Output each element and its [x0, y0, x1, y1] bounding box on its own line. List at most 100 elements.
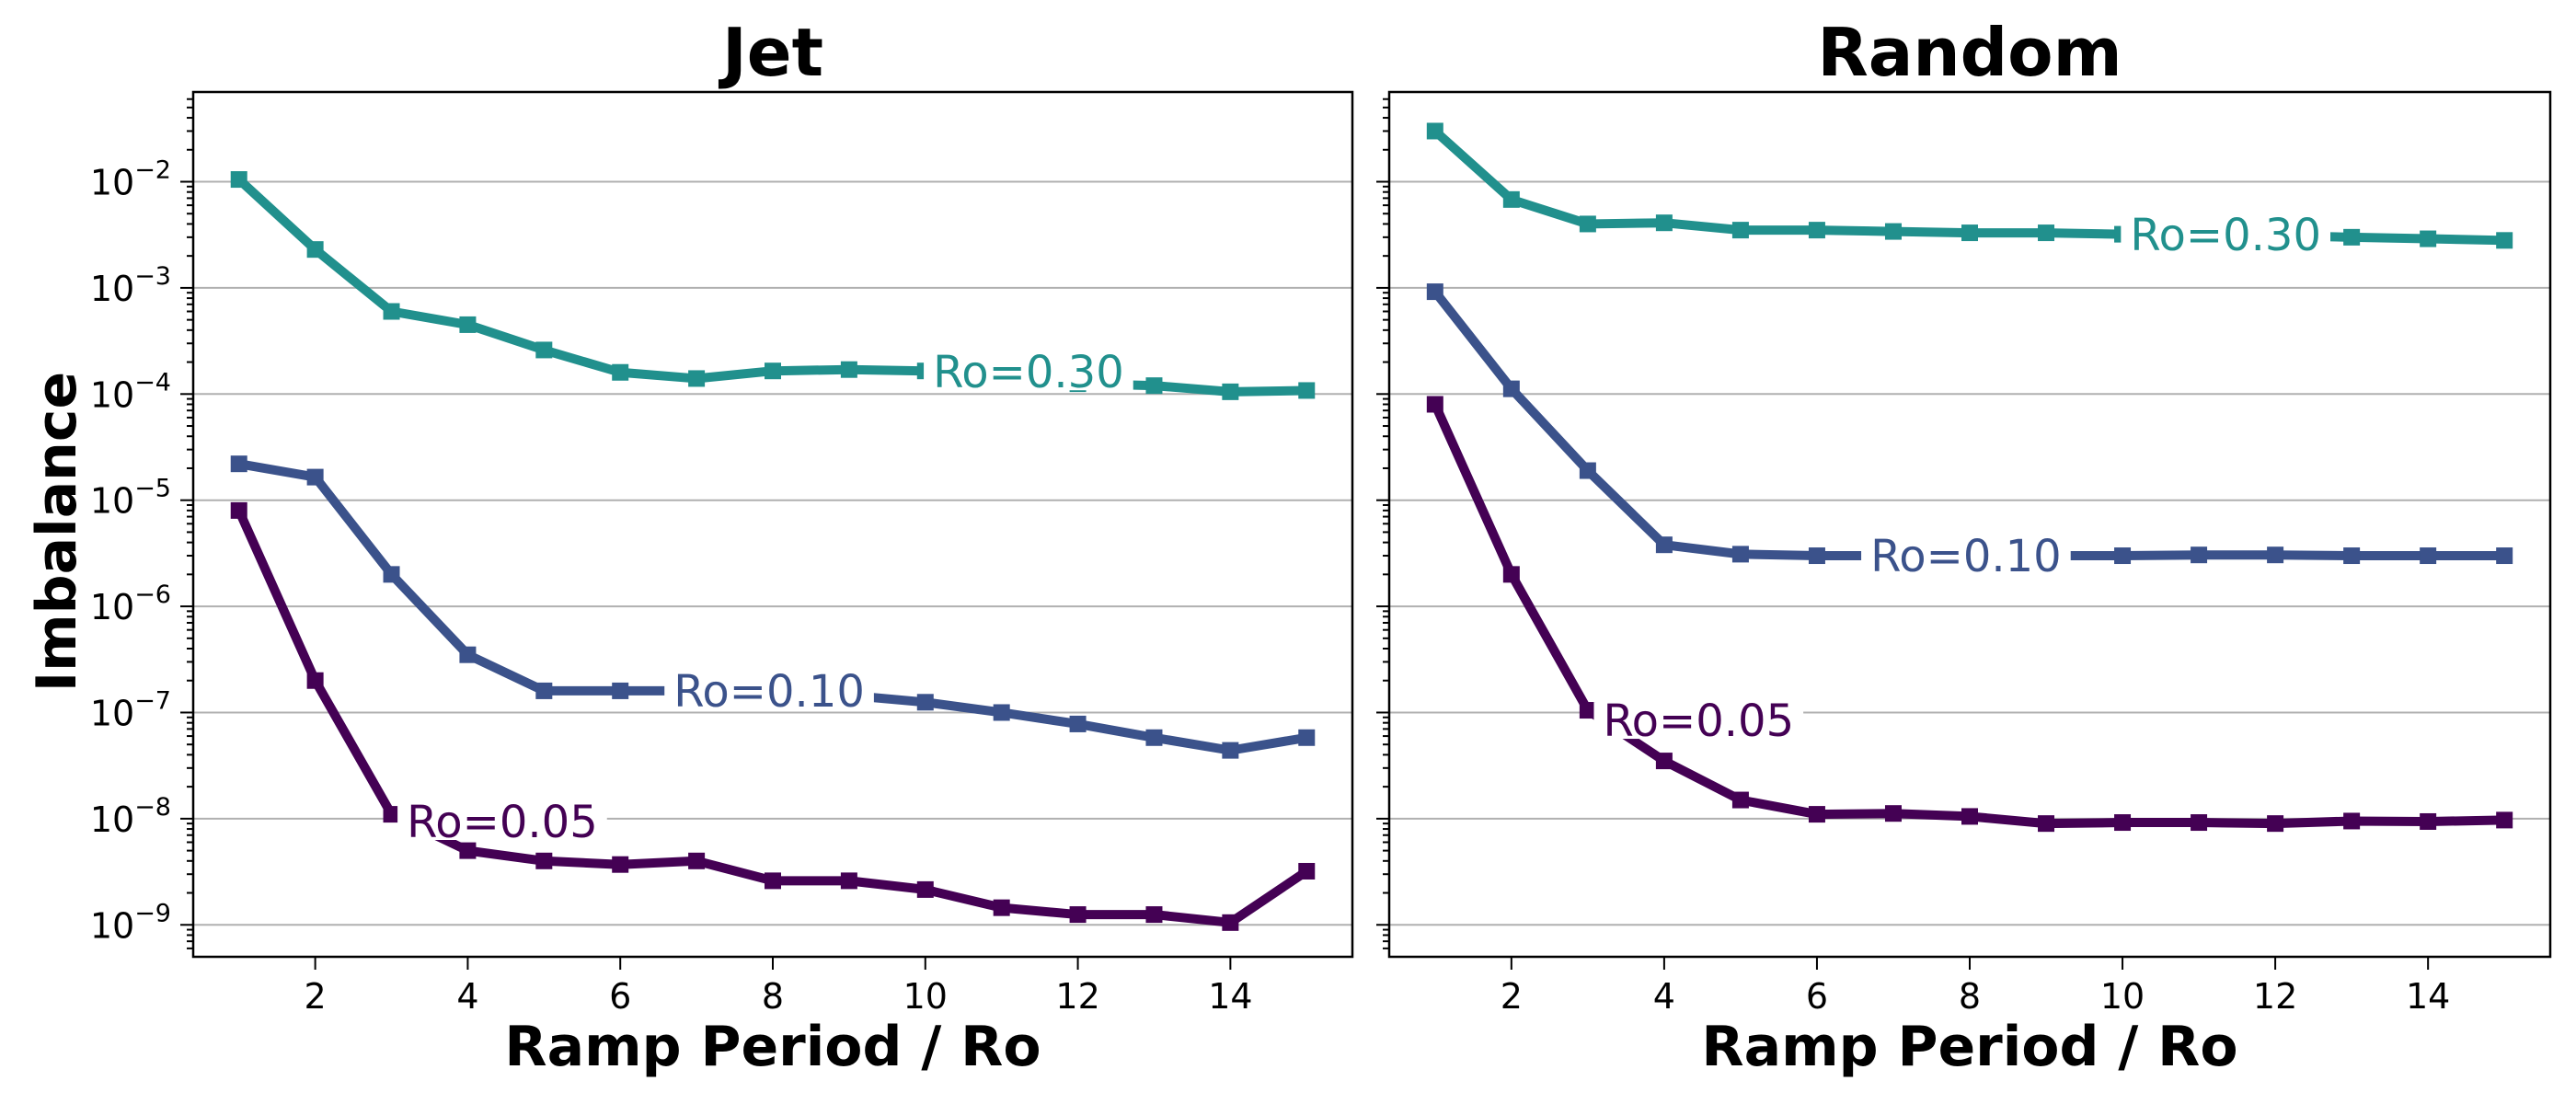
data-point [2420, 812, 2437, 830]
series-line [1431, 288, 2505, 561]
data-point [1298, 729, 1316, 746]
y-tick-label: 10−3 [90, 262, 171, 309]
data-point [459, 316, 477, 333]
data-point [2267, 546, 2284, 564]
data-point [2343, 812, 2361, 830]
label-background [1593, 702, 1804, 740]
data-point [1808, 222, 1825, 239]
series-1: Ro=0.10 [1426, 283, 2513, 582]
label-background [2121, 215, 2331, 253]
data-point [916, 880, 934, 898]
data-point [765, 872, 781, 890]
data-point [535, 682, 553, 699]
label-background [1861, 537, 2071, 575]
series-inline-label: Ro=0.30 [2130, 210, 2321, 261]
series-inline-label: Ro=0.05 [1603, 696, 1794, 747]
data-point [535, 852, 553, 869]
data-point [1579, 702, 1596, 719]
x-tick-label: 8 [1959, 976, 1981, 1017]
y-tick-label: 10−6 [90, 581, 171, 627]
x-tick-label: 8 [762, 976, 784, 1017]
data-point [383, 806, 400, 823]
plot-frame [1387, 90, 2552, 959]
data-point [2496, 811, 2513, 829]
data-point [1961, 808, 1978, 825]
data-point [230, 455, 247, 473]
data-point [1069, 715, 1087, 732]
data-point [765, 362, 781, 380]
y-tick-label: 10−4 [90, 368, 171, 415]
data-point [2496, 232, 2513, 249]
x-tick-label: 12 [2253, 976, 2297, 1017]
data-point [2191, 814, 2208, 832]
data-point [840, 872, 857, 890]
data-point [230, 501, 247, 519]
data-point [230, 171, 247, 189]
data-point [1426, 396, 1443, 413]
panel-random: Random Ramp Period / Ro 2 4 6 8 10 12 14 Ro=0.3… [1376, 14, 2552, 1079]
data-point [993, 899, 1010, 916]
data-point [1502, 566, 1520, 583]
data-point [1808, 806, 1825, 823]
data-point [1069, 906, 1087, 924]
data-point [1579, 462, 1596, 479]
x-tick-label: 14 [1208, 976, 1252, 1017]
x-tick-label: 12 [1055, 976, 1099, 1017]
label-background [664, 672, 874, 709]
x-tick-label: 2 [305, 976, 327, 1017]
data-point [383, 566, 400, 583]
x-tick-label: 2 [1501, 976, 1523, 1017]
y-tick-label: 10−7 [90, 686, 171, 733]
plot-frame [191, 90, 1354, 959]
data-point [383, 303, 400, 320]
series-2: Ro=0.05 [1426, 396, 2513, 833]
data-point [306, 241, 324, 259]
y-tick-label: 10−2 [90, 156, 171, 203]
panel-jet: Jet Ramp Period / Ro 10−9 10−8 10−7 10−6 10−… [90, 14, 1354, 1079]
data-point [2038, 224, 2055, 242]
data-point [459, 842, 477, 859]
data-point [1222, 742, 1239, 759]
data-point [2114, 814, 2132, 832]
panel-title: Jet [718, 14, 823, 91]
data-point [535, 341, 553, 359]
x-tick-label: 4 [1653, 976, 1675, 1017]
data-point [1426, 122, 1443, 140]
data-point [612, 856, 629, 873]
label-background [397, 802, 607, 840]
data-point [1884, 223, 1902, 240]
data-point [1502, 190, 1520, 208]
series-line [236, 176, 1307, 397]
data-point [306, 468, 324, 486]
data-point [1502, 380, 1520, 397]
data-point [1145, 906, 1163, 924]
data-point [1145, 729, 1163, 746]
data-point [1731, 222, 1749, 239]
x-tick-label: 14 [2406, 976, 2450, 1017]
x-tick-label: 6 [609, 976, 631, 1017]
data-point [2343, 228, 2361, 246]
data-point [688, 370, 706, 387]
data-point [1298, 382, 1316, 399]
series-inline-label: Ro=0.05 [407, 797, 598, 848]
data-point [688, 852, 706, 869]
data-point [2496, 547, 2513, 565]
y-tick-label: 10−8 [90, 793, 171, 840]
x-axis-label: Ramp Period / Ro [1701, 1015, 2237, 1079]
series-inline-label: Ro=0.10 [1870, 531, 2062, 582]
x-tick-label: 4 [456, 976, 478, 1017]
data-point [2267, 815, 2284, 833]
data-point [1655, 536, 1673, 554]
data-point [1579, 215, 1596, 233]
data-point [1222, 383, 1239, 400]
label-background [924, 353, 1133, 391]
panel-title: Random [1817, 14, 2122, 91]
data-point [2114, 547, 2132, 565]
data-point [306, 672, 324, 689]
data-point [1222, 914, 1239, 931]
series-inline-label: Ro=0.30 [933, 347, 1124, 398]
data-point [2343, 547, 2361, 565]
data-point [1731, 546, 1749, 563]
data-point [1808, 547, 1825, 565]
